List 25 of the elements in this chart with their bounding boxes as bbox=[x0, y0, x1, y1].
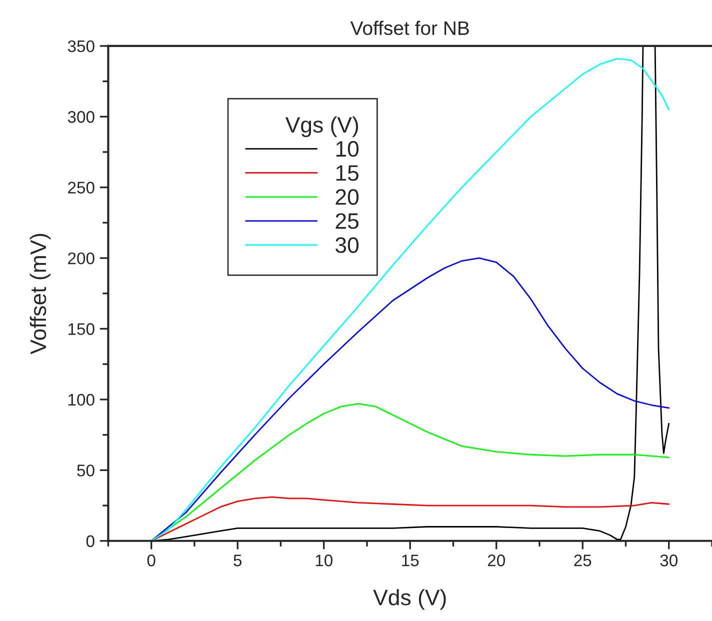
legend-label: 25 bbox=[336, 213, 358, 229]
y-tick-label: 250 bbox=[68, 182, 94, 194]
x-tick-label: 5 bbox=[234, 554, 242, 566]
y-tick-label: 350 bbox=[68, 40, 94, 52]
y-tick-label: 0 bbox=[86, 535, 94, 548]
y-tick-label: 200 bbox=[68, 252, 94, 264]
x-axis-title: Vds (V) bbox=[373, 589, 446, 610]
x-tick-label: 0 bbox=[147, 554, 156, 566]
legend-label: 10 bbox=[336, 141, 359, 157]
legend-label: 20 bbox=[336, 189, 359, 205]
x-tick-label: 20 bbox=[488, 554, 505, 566]
y-tick-label: 150 bbox=[68, 323, 94, 335]
y-tick-label: 300 bbox=[68, 111, 94, 123]
x-tick-label: 15 bbox=[402, 554, 419, 566]
y-tick-label: 100 bbox=[68, 394, 94, 406]
x-tick-label: 10 bbox=[316, 554, 332, 566]
legend-label: 15 bbox=[336, 165, 358, 181]
chart-title: Voffset for NB bbox=[350, 20, 469, 36]
y-axis-title: Voffset (mV) bbox=[30, 234, 51, 354]
legend-label: 30 bbox=[336, 237, 359, 253]
x-tick-label: 30 bbox=[660, 554, 678, 566]
line-series bbox=[150, 257, 670, 541]
legend-title: Vgs (V) bbox=[285, 116, 358, 138]
x-tick-label: 25 bbox=[574, 554, 592, 566]
y-tick-label: 50 bbox=[77, 464, 94, 476]
